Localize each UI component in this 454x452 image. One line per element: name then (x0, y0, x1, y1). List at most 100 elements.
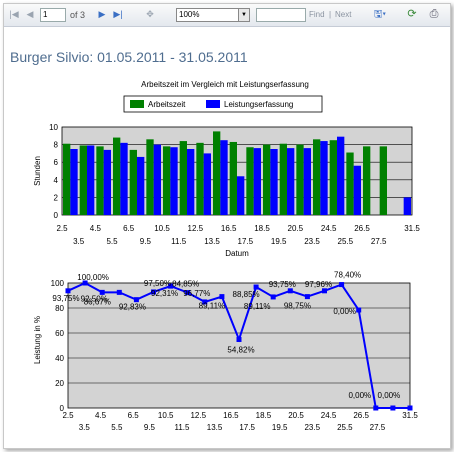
find-separator: | (329, 10, 332, 19)
leistung-point (168, 283, 174, 289)
x-tick-label: 19.5 (272, 423, 288, 432)
line-y-tick-label: 80 (55, 304, 64, 313)
leistung-point (322, 288, 327, 294)
bar-arbeitszeit (329, 140, 337, 215)
bar-leistung (303, 148, 311, 215)
leistung-point (287, 288, 293, 294)
x-tick-label: 19.5 (271, 237, 287, 246)
x-tick-label: 4.5 (95, 411, 107, 420)
x-tick-label: 3.5 (73, 237, 85, 246)
x-tick-label: 11.5 (175, 423, 191, 432)
bar-y-tick-label: 0 (54, 211, 59, 220)
leistung-point (407, 405, 413, 411)
line-data-label: 0,00% (378, 391, 401, 400)
chevron-down-icon[interactable]: ▼ (238, 9, 249, 21)
bar-legend-box (123, 95, 323, 113)
leistung-point (202, 299, 208, 305)
bar-leistung (137, 156, 145, 215)
bar-arbeitszeit (246, 147, 254, 215)
bar-arbeitszeit (279, 143, 287, 215)
first-page-icon[interactable]: |◀ (9, 9, 19, 19)
bar-arbeitszeit (296, 144, 304, 215)
bar-y-axis-label: Stunden (33, 156, 42, 186)
line-y-axis-label: Leistung in % (33, 316, 42, 364)
bar-leistung (270, 149, 278, 215)
export-icon[interactable]: 🖫▾ (373, 9, 387, 20)
line-y-tick-label: 20 (55, 379, 64, 388)
x-tick-label: 20.5 (288, 411, 304, 420)
x-tick-label: 18.5 (254, 224, 270, 233)
page-number-input[interactable]: 1 (40, 8, 66, 22)
bar-leistung (87, 145, 95, 215)
x-tick-label: 31.5 (404, 224, 420, 233)
bar-leistung (337, 136, 345, 215)
find-link[interactable]: Find (309, 10, 325, 19)
x-tick-label: 26.5 (354, 224, 370, 233)
bar-arbeitszeit (263, 144, 271, 215)
prev-page-icon[interactable]: ◀ (26, 9, 34, 19)
x-tick-label: 17.5 (238, 237, 254, 246)
next-page-icon[interactable]: ▶ (98, 9, 106, 19)
x-tick-label: 25.5 (338, 237, 354, 246)
x-tick-label: 17.5 (239, 423, 255, 432)
x-tick-label: 23.5 (304, 423, 320, 432)
x-tick-label: 3.5 (79, 423, 91, 432)
x-tick-label: 12.5 (190, 411, 206, 420)
legend-label-leistung: Leistungserfassung (224, 100, 293, 109)
x-tick-label: 5.5 (106, 237, 118, 246)
line-y-tick-label: 40 (55, 354, 64, 363)
bar-arbeitszeit (213, 131, 221, 215)
line-y-tick-label: 100 (51, 279, 65, 288)
print-icon[interactable]: ⎙ (429, 8, 439, 20)
bar-y-tick-label: 4 (54, 176, 59, 185)
line-plot-area (67, 282, 411, 409)
bar-leistung (287, 148, 295, 215)
find-next-link[interactable]: Next (335, 10, 352, 19)
leistung-point (65, 288, 71, 294)
back-icon[interactable]: ✥ (146, 9, 154, 19)
x-tick-label: 13.5 (207, 423, 223, 432)
x-tick-label: 9.5 (140, 237, 152, 246)
bar-arbeitszeit (146, 139, 154, 215)
bar-leistung (187, 149, 195, 215)
leistung-point (133, 297, 139, 303)
leistung-point (236, 336, 242, 342)
line-data-label: 93,75% (52, 294, 79, 303)
find-input[interactable] (256, 8, 306, 22)
line-y-tick-label: 60 (55, 329, 64, 338)
line-data-label: 0,00% (348, 391, 371, 400)
x-tick-label: 10.5 (158, 411, 174, 420)
leistung-point (339, 282, 345, 288)
leistung-point (356, 307, 362, 313)
legend-label-arbeitszeit: Arbeitszeit (148, 100, 186, 109)
x-tick-label: 16.5 (221, 224, 237, 233)
x-tick-label: 13.5 (204, 237, 220, 246)
leistung-point (373, 405, 379, 411)
bar-arbeitszeit (346, 152, 354, 215)
leistung-point (390, 405, 396, 411)
refresh-icon[interactable]: ⟳ (407, 8, 417, 20)
last-page-icon[interactable]: ▶| (113, 9, 123, 19)
bar-leistung (103, 149, 111, 215)
leistung-point (304, 294, 310, 300)
bar-y-tick-label: 10 (49, 123, 58, 132)
x-tick-label: 11.5 (171, 237, 187, 246)
x-tick-label: 9.5 (144, 423, 156, 432)
x-tick-label: 6.5 (128, 411, 140, 420)
zoom-select[interactable]: 100% ▼ (176, 8, 250, 22)
bar-leistung (237, 176, 245, 215)
bar-x-axis-label: Datum (225, 249, 249, 258)
bar-leistung (353, 165, 361, 215)
zoom-value: 100% (179, 10, 200, 19)
line-data-label: 92,50% (81, 294, 108, 303)
x-tick-label: 4.5 (90, 224, 102, 233)
line-data-label: 92,83% (119, 303, 146, 312)
x-tick-label: 25.5 (337, 423, 353, 432)
line-data-label: 88,85% (233, 290, 260, 299)
line-data-label: 86,67% (84, 297, 111, 306)
line-data-label: 97,50% (144, 279, 171, 288)
leistung-point (151, 289, 156, 295)
bar-arbeitszeit (196, 142, 204, 215)
bar-leistung (403, 197, 411, 215)
bar-y-tick-label: 2 (54, 193, 59, 202)
